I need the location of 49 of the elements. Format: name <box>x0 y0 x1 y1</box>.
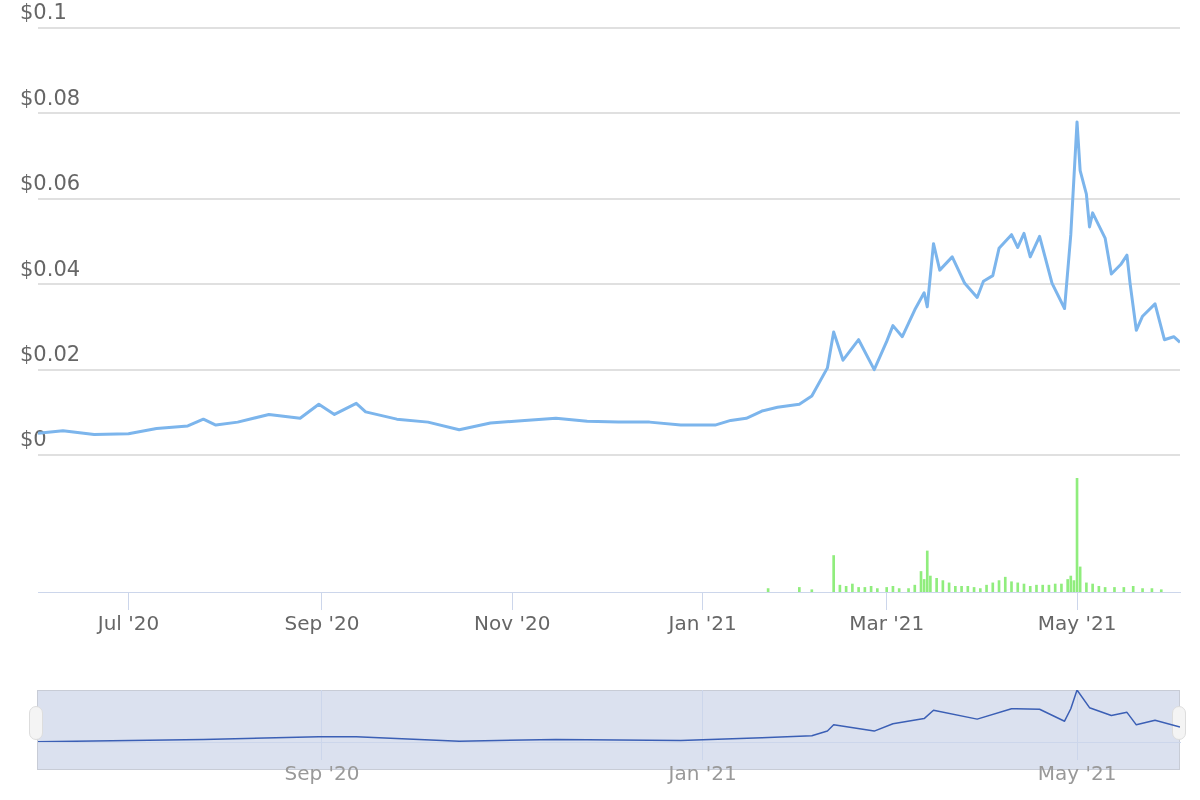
x-tick-label: Nov '20 <box>474 611 551 636</box>
bar <box>913 584 917 592</box>
bar <box>1085 582 1088 592</box>
bar <box>1113 587 1116 592</box>
y-tick-label: $0.06 <box>20 171 81 196</box>
y-tick-label: $0.04 <box>20 256 81 281</box>
x-tick-label: May '21 <box>1037 761 1117 786</box>
bar <box>985 584 988 592</box>
bar <box>1066 579 1069 592</box>
x-tick-label: Sep '20 <box>284 611 360 636</box>
bar <box>1131 585 1135 592</box>
bar <box>1159 589 1163 592</box>
bar <box>1060 583 1063 592</box>
bar <box>832 555 835 592</box>
bar <box>991 582 995 592</box>
bar <box>857 587 860 592</box>
bar <box>1141 588 1144 592</box>
y-tick-label: $0.1 <box>20 0 67 25</box>
bar <box>935 577 938 592</box>
x-tick-label: Mar '21 <box>849 611 925 636</box>
bar <box>897 588 901 592</box>
bar <box>966 585 970 592</box>
bar <box>1016 582 1020 592</box>
bar <box>960 585 963 592</box>
y-tick-label: $0.02 <box>20 342 81 367</box>
bar <box>1010 581 1013 592</box>
x-tick-label: Jan '21 <box>666 611 737 636</box>
bar <box>851 583 854 592</box>
bar <box>885 587 889 592</box>
bar <box>954 585 957 592</box>
bar <box>1003 576 1007 592</box>
x-tick-label: Jan '21 <box>666 761 737 786</box>
bar <box>810 589 814 592</box>
bar <box>925 550 929 592</box>
bar <box>876 588 879 592</box>
bar <box>1091 583 1094 592</box>
y-tick-label: $0 <box>20 427 47 452</box>
bar <box>798 587 801 592</box>
bar <box>978 588 982 592</box>
x-tick-label: Jul '20 <box>95 611 160 636</box>
bar <box>1035 584 1038 592</box>
bar <box>1053 583 1057 592</box>
bar <box>907 588 910 592</box>
x-tick-label: May '21 <box>1037 611 1117 636</box>
bar <box>1069 575 1073 592</box>
bar <box>1041 584 1045 592</box>
y-tick-label: $0.08 <box>20 85 81 110</box>
x-tick-label: Sep '20 <box>284 761 360 786</box>
bar <box>1028 585 1032 592</box>
